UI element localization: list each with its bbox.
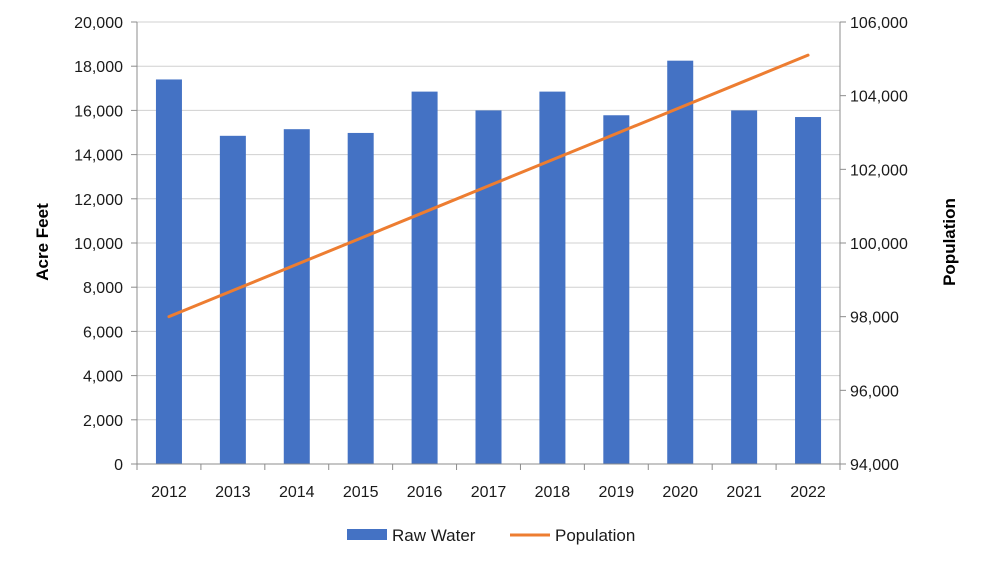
bar-raw-water [731,110,758,465]
bar-series-raw-water [155,60,822,465]
left-tick-label: 0 [114,457,123,474]
legend-label-raw-water: Raw Water [392,526,476,545]
x-tick-label: 2016 [407,484,443,501]
x-tick-label: 2018 [535,484,571,501]
bar-raw-water [667,60,694,465]
left-tick-label: 20,000 [74,15,123,32]
x-tick-label: 2019 [599,484,635,501]
x-tick-label: 2015 [343,484,379,501]
right-axis-ticks: 94,000 96,000 98,000 100,000 102,000 104,000 1… [840,15,908,474]
bar-raw-water [347,132,374,464]
line-population [167,53,810,319]
legend-label-population: Population [555,526,635,545]
left-tick-label: 14,000 [74,148,123,165]
left-tick-label: 12,000 [74,192,123,209]
right-tick-label: 104,000 [850,89,908,106]
right-axis-title: Population [940,198,959,286]
x-tick-label: 2013 [215,484,251,501]
left-tick-label: 2,000 [83,413,123,430]
right-tick-label: 94,000 [850,457,899,474]
left-axis-title: Acre Feet [33,203,52,281]
bar-raw-water [539,91,566,465]
x-tick-label: 2022 [790,484,826,501]
bar-raw-water [283,129,310,464]
left-axis-ticks: 0 2,000 4,000 6,000 8,000 10,000 12,000 14,000 1… [74,15,137,474]
x-axis-ticks: 2012 2013 2014 2015 2016 2017 2018 2019 2020 2021… [136,464,841,501]
bar-raw-water [603,115,630,465]
bar-raw-water [795,117,822,464]
x-tick-label: 2012 [151,484,187,501]
left-tick-label: 4,000 [83,369,123,386]
left-tick-label: 18,000 [74,59,123,76]
x-tick-label: 2020 [662,484,698,501]
x-tick-label: 2014 [279,484,315,501]
x-tick-label: 2017 [471,484,507,501]
legend-swatch-raw-water [347,529,387,540]
bar-raw-water [155,79,182,465]
left-tick-label: 16,000 [74,103,123,120]
right-tick-label: 102,000 [850,162,908,179]
x-tick-label: 2021 [726,484,762,501]
line-series-population [167,53,810,319]
left-tick-label: 10,000 [74,236,123,253]
right-tick-label: 100,000 [850,236,908,253]
right-tick-label: 98,000 [850,310,899,327]
right-tick-label: 106,000 [850,15,908,32]
left-tick-label: 6,000 [83,324,123,341]
legend: Raw Water Population [347,526,635,545]
bar-raw-water [475,110,502,465]
bar-raw-water [219,135,246,464]
left-tick-label: 8,000 [83,280,123,297]
right-tick-label: 96,000 [850,383,899,400]
bar-raw-water [411,91,438,465]
